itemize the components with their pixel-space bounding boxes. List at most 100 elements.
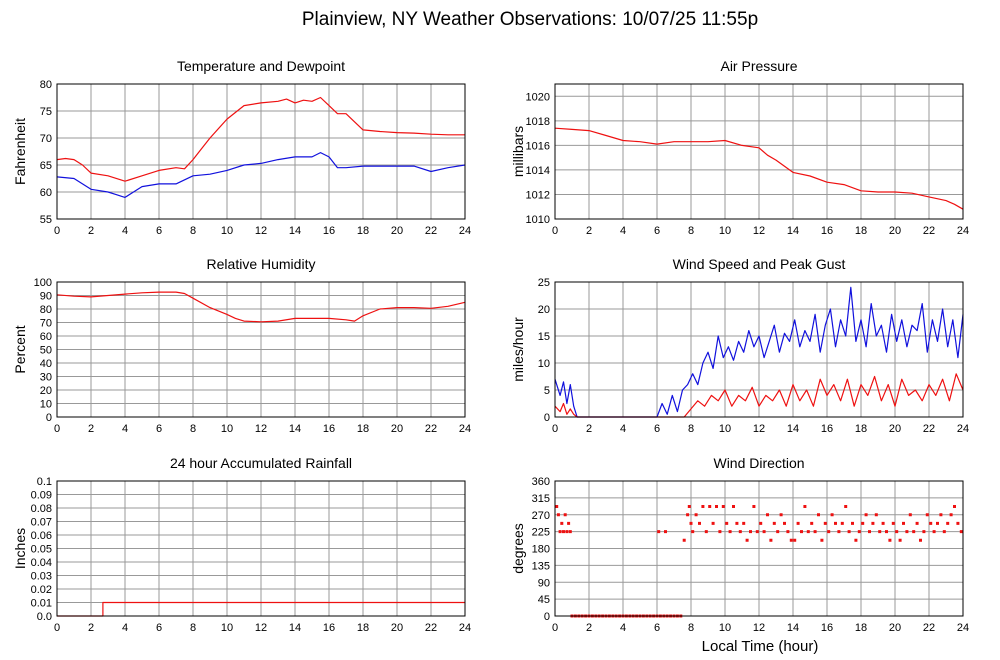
- direction-data-point: [908, 513, 912, 517]
- direction-data-point: [810, 521, 814, 525]
- rainfall-x-tick-label: 24: [459, 622, 471, 634]
- direction-data-point: [776, 530, 780, 534]
- humidity-x-tick-label: 18: [357, 423, 369, 435]
- direction-data-point: [915, 521, 919, 525]
- direction-x-tick-label: 10: [719, 622, 731, 634]
- direction-data-point: [823, 521, 827, 525]
- direction-data-point: [555, 505, 559, 508]
- direction-data-point: [857, 530, 861, 534]
- rainfall-chart-title: 24 hour Accumulated Rainfall: [170, 455, 352, 471]
- direction-data-point: [817, 513, 820, 517]
- humidity-y-tick-label: 40: [40, 358, 52, 370]
- humidity-x-tick-label: 6: [156, 423, 162, 435]
- direction-data-point: [718, 530, 722, 534]
- rainfall-plot-frame: [56, 480, 466, 617]
- direction-data-point: [698, 521, 701, 525]
- pressure-x-tick-label: 14: [787, 225, 799, 237]
- direction-data-point: [834, 521, 837, 525]
- rainfall-x-tick-label: 6: [156, 622, 162, 634]
- wind-plot-frame: [554, 281, 964, 418]
- wind-x-tick-label: 0: [552, 423, 558, 435]
- humidity-x-tick-label: 22: [425, 423, 437, 435]
- direction-x-tick-label: 6: [654, 622, 660, 634]
- pressure-series-line-1: [554, 127, 964, 210]
- wind-y-tick-label: 25: [538, 277, 550, 289]
- direction-data-point: [844, 505, 848, 508]
- direction-data-point: [796, 521, 800, 525]
- rainfall-x-tick-label: 14: [289, 622, 301, 634]
- wind-y-tick-label: 10: [538, 358, 550, 370]
- direction-x-tick-label: 0: [552, 622, 558, 634]
- direction-data-point: [779, 513, 783, 517]
- humidity-x-tick-label: 8: [190, 423, 196, 435]
- temperature-x-tick-label: 24: [459, 225, 471, 237]
- wind-x-tick-label: 16: [821, 423, 833, 435]
- temperature-y-axis-label: Fahrenheit: [12, 118, 28, 185]
- direction-data-point: [567, 521, 571, 525]
- direction-data-point: [657, 530, 661, 534]
- x-axis-label: Local Time (hour): [702, 638, 819, 655]
- direction-x-tick-label: 14: [787, 622, 799, 634]
- direction-data-point: [949, 513, 953, 517]
- direction-data-point: [956, 521, 960, 525]
- direction-x-tick-label: 4: [620, 622, 626, 634]
- wind-y-axis-label: miles/hour: [510, 317, 526, 382]
- direction-data-point: [749, 530, 752, 534]
- temperature-chart: 0 2 4 6 8 10 12 14 16 18 20 22 24556065707580Tempera…: [12, 58, 471, 237]
- direction-data-point: [704, 530, 708, 534]
- pressure-chart-title: Air Pressure: [720, 58, 797, 74]
- wind-x-tick-label: 24: [957, 423, 969, 435]
- direction-data-point: [721, 505, 725, 508]
- pressure-x-tick-label: 10: [719, 225, 731, 237]
- direction-data-point: [715, 505, 718, 508]
- temperature-x-tick-label: 22: [425, 225, 437, 237]
- rainfall-y-tick-label: 0.04: [31, 557, 52, 569]
- direction-data-point: [786, 530, 790, 534]
- temperature-x-tick-label: 2: [88, 225, 94, 237]
- direction-data-point: [762, 530, 766, 534]
- wind-y-tick-label: 20: [538, 304, 550, 316]
- direction-data-point: [769, 538, 773, 542]
- direction-data-point: [851, 521, 854, 525]
- direction-data-point: [932, 530, 936, 534]
- direction-data-point: [847, 530, 851, 534]
- pressure-y-tick-label: 1014: [526, 165, 550, 177]
- direction-data-point: [687, 505, 691, 508]
- temperature-x-tick-label: 18: [357, 225, 369, 237]
- temperature-x-tick-label: 6: [156, 225, 162, 237]
- direction-data-point: [929, 521, 933, 525]
- humidity-y-tick-label: 10: [40, 399, 52, 411]
- direction-data-point: [806, 530, 810, 534]
- direction-data-point: [942, 530, 946, 534]
- humidity-y-tick-label: 50: [40, 345, 52, 357]
- direction-data-point: [868, 530, 871, 534]
- temperature-x-tick-label: 10: [221, 225, 233, 237]
- rainfall-y-tick-label: 0.05: [31, 544, 52, 556]
- direction-data-point: [861, 521, 865, 525]
- direction-y-tick-label: 180: [532, 544, 550, 556]
- direction-data-point: [563, 513, 567, 517]
- rainfall-y-axis-label: Inches: [12, 528, 28, 569]
- wind-y-tick-label: 0: [544, 412, 550, 424]
- direction-data-point: [728, 530, 732, 534]
- direction-data-point: [881, 521, 885, 525]
- direction-data-point: [922, 530, 926, 534]
- direction-data-point: [864, 513, 868, 517]
- direction-data-point: [919, 538, 922, 542]
- rainfall-y-tick-label: 0.0: [37, 611, 52, 623]
- temperature-chart-title: Temperature and Dewpoint: [177, 58, 345, 74]
- rainfall-x-tick-label: 0: [54, 622, 60, 634]
- page-title: Plainview, NY Weather Observations: 10/0…: [302, 9, 758, 30]
- temperature-y-tick-label: 55: [40, 214, 52, 226]
- humidity-x-tick-label: 2: [88, 423, 94, 435]
- rainfall-chart: 0 2 4 6 8 10 12 14 16 18 20 22 240.00.010.020.030.04…: [12, 455, 471, 634]
- rainfall-y-tick-label: 0.02: [31, 584, 52, 596]
- temperature-x-tick-label: 14: [289, 225, 301, 237]
- humidity-y-tick-label: 90: [40, 291, 52, 303]
- wind-x-tick-label: 18: [855, 423, 867, 435]
- direction-data-point: [888, 538, 892, 542]
- pressure-x-tick-label: 12: [753, 225, 765, 237]
- rainfall-x-tick-label: 12: [255, 622, 267, 634]
- direction-data-point: [732, 505, 735, 508]
